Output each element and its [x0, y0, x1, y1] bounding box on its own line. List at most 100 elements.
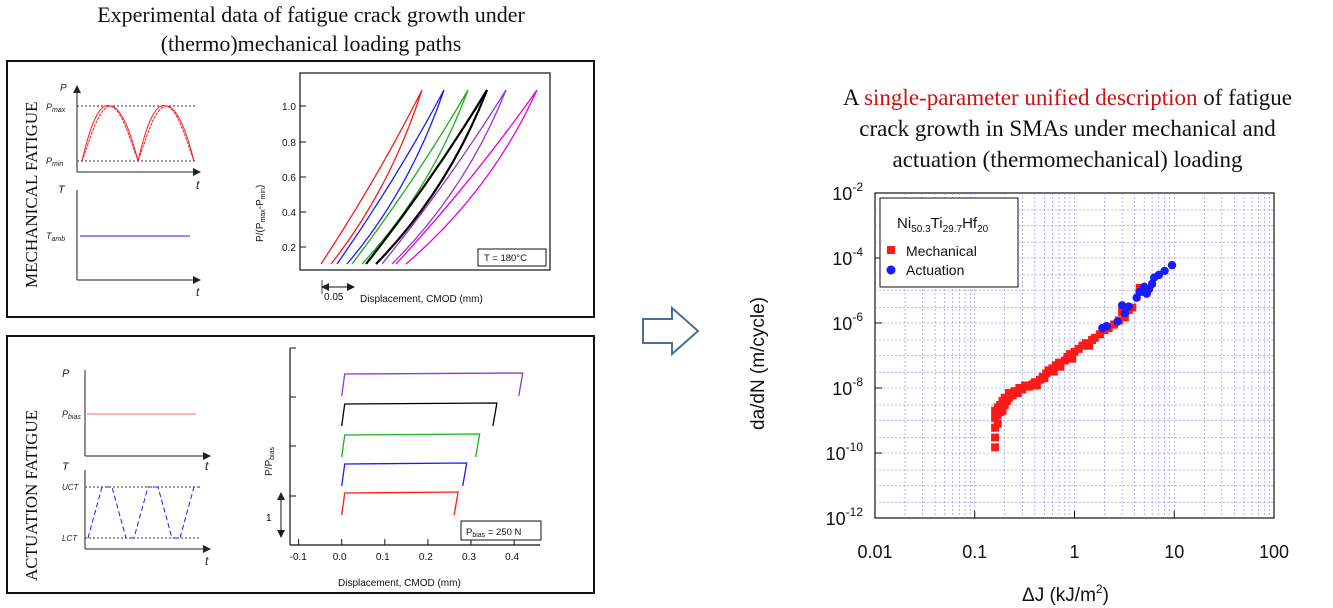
- right-ytick-label: 10-10: [826, 440, 864, 464]
- act-scale-label: 1: [266, 513, 272, 524]
- right-title-highlight: single-parameter unified description: [864, 85, 1198, 110]
- actuation-side-label: ACTUATION FATIGUE: [22, 410, 41, 581]
- mech-loop-curve: [381, 89, 507, 265]
- act-p-schematic: P t Pbias: [62, 368, 211, 473]
- mech-pmin-label: P: [46, 156, 52, 166]
- act-ylabel-a: P/P: [264, 460, 275, 476]
- mech-tamb-label: T: [46, 231, 53, 241]
- right-xtick-label: 0.1: [962, 542, 987, 562]
- right-ylabel: da/dN (m/cycle): [748, 297, 769, 430]
- right-xtick-label: 10: [1164, 542, 1184, 562]
- act-p-axis-label: P: [62, 368, 70, 380]
- mech-t2-axis-label: t: [196, 285, 200, 299]
- svg-text:P/(Pmax-Pmin): P/(Pmax-Pmin): [255, 185, 267, 242]
- act-ylabel-b: bias: [269, 447, 276, 460]
- mech-ylabel-c: -P: [255, 199, 266, 209]
- act-loop-curve: [341, 433, 481, 458]
- act-loop-curve: [341, 462, 468, 487]
- svg-text:Ni50.3Ti29.7Hf20: Ni50.3Ti29.7Hf20: [897, 215, 989, 235]
- mech-legend: T = 180°C: [484, 253, 527, 264]
- right-title: A single-parameter unified description o…: [795, 82, 1333, 175]
- act-xtick-label: 0.3: [462, 552, 476, 563]
- mech-ytick-label: 0.8: [282, 138, 296, 149]
- mech-t-axis-label: t: [196, 178, 200, 192]
- mech-loop-curve: [336, 89, 445, 265]
- data-point-actuation: [1117, 301, 1127, 310]
- data-point-actuation: [1160, 266, 1169, 276]
- legend-title-ti: Ti: [931, 215, 943, 232]
- act-xtick-label: 0.1: [376, 552, 390, 563]
- right-title-pre: A: [843, 85, 865, 110]
- right-xtick-label: 0.01: [857, 542, 892, 562]
- act-pbias-label: P: [62, 409, 68, 419]
- data-point-mechanical: [1008, 391, 1017, 400]
- left-title: Experimental data of fatigue crack growt…: [0, 0, 622, 58]
- mech-legend-box: [477, 248, 547, 267]
- right-xtick-label: 100: [1259, 542, 1289, 562]
- act-pbias-sub: bias: [68, 414, 81, 421]
- mech-ylabel-b: max: [260, 209, 267, 223]
- legend-title-ti-sub: 29.7: [943, 224, 963, 235]
- svg-text:P/Pbias: P/Pbias: [264, 447, 276, 476]
- act-loop-curve: [341, 402, 498, 427]
- act-uct-label: UCT: [62, 483, 80, 492]
- legend-title-ni-sub: 50.3: [911, 224, 931, 235]
- data-point-mechanical: [1090, 333, 1099, 342]
- act-legend-box: [460, 520, 542, 541]
- legend-marker-actuation: [886, 265, 896, 275]
- mech-pmax-sub: max: [52, 107, 66, 114]
- act-loop-curve: [341, 491, 459, 516]
- left-title-line2: (thermo)mechanical loading paths: [160, 31, 462, 56]
- right-title-post: of fatigue: [1197, 85, 1292, 110]
- right-chart: 0.01 0.1 1 10 100 10-2 10-4 10-6 10-8 10-10 10-12…: [748, 180, 1289, 606]
- legend-title-hf-sub: 20: [977, 224, 989, 235]
- right-xlabel: ΔJ (kJ/m: [1022, 585, 1096, 606]
- data-point-mechanical: [1013, 389, 1022, 398]
- right-ytick-label: 10-12: [826, 505, 864, 529]
- data-point-actuation: [1120, 309, 1130, 318]
- mech-pmin-sub: min: [52, 161, 63, 168]
- data-point-mechanical: [1000, 400, 1009, 409]
- mech-ytick-label: 1.0: [282, 102, 296, 113]
- act-t-wave: [87, 486, 200, 539]
- data-point-mechanical: [991, 423, 1000, 432]
- data-point-mechanical: [1110, 320, 1119, 329]
- data-point-mechanical: [1032, 381, 1041, 390]
- right-title-line1: A single-parameter unified description o…: [795, 82, 1333, 113]
- act-loop-curve: [341, 372, 524, 397]
- right-ytick-label: 10-8: [832, 375, 863, 399]
- mech-p-wave: [81, 105, 195, 162]
- legend-label-mechanical: Mechanical: [906, 243, 977, 259]
- data-point-mechanical: [1055, 358, 1064, 367]
- right-title-line3: actuation (thermomechanical) loading: [892, 147, 1243, 172]
- act-T-axis-label: T: [62, 461, 70, 473]
- flow-arrow-icon: [642, 305, 700, 357]
- left-title-line1: Experimental data of fatigue crack growt…: [97, 2, 525, 27]
- mech-ylabel-a: P/(P: [255, 222, 266, 242]
- act-legend-a: P: [466, 527, 472, 538]
- data-point-mechanical: [1095, 330, 1104, 339]
- mechanical-side-label: MECHANICAL FATIGUE: [22, 101, 41, 288]
- mech-loop-curve: [365, 89, 489, 265]
- data-point-mechanical: [1085, 341, 1094, 350]
- mech-ylabel-d: min: [260, 188, 267, 199]
- data-point-mechanical: [1056, 362, 1065, 371]
- mech-loop-curve: [320, 89, 423, 265]
- svg-text:Pmin: Pmin: [46, 156, 63, 168]
- data-point-mechanical: [996, 400, 1005, 409]
- mech-ytick-label: 0.4: [282, 208, 296, 219]
- mech-tamb-sub: amb: [52, 236, 66, 243]
- data-point-actuation: [1124, 302, 1133, 311]
- act-t-axis-label: t: [205, 459, 209, 473]
- data-point-actuation: [1113, 317, 1122, 326]
- act-t-schematic: T t UCT LCT: [62, 461, 211, 568]
- mech-scale-label: 0.05: [324, 292, 344, 303]
- data-point-mechanical: [1049, 367, 1058, 376]
- act-xtick-label: 0.0: [333, 552, 347, 563]
- right-ytick-label: 10-4: [832, 245, 863, 269]
- data-point-actuation: [1167, 261, 1177, 270]
- act-xlabel: Displacement, CMOD (mm): [338, 578, 461, 589]
- data-point-mechanical: [993, 419, 1002, 428]
- right-ytick-label: 10-2: [832, 180, 863, 204]
- data-point-mechanical: [1040, 374, 1049, 383]
